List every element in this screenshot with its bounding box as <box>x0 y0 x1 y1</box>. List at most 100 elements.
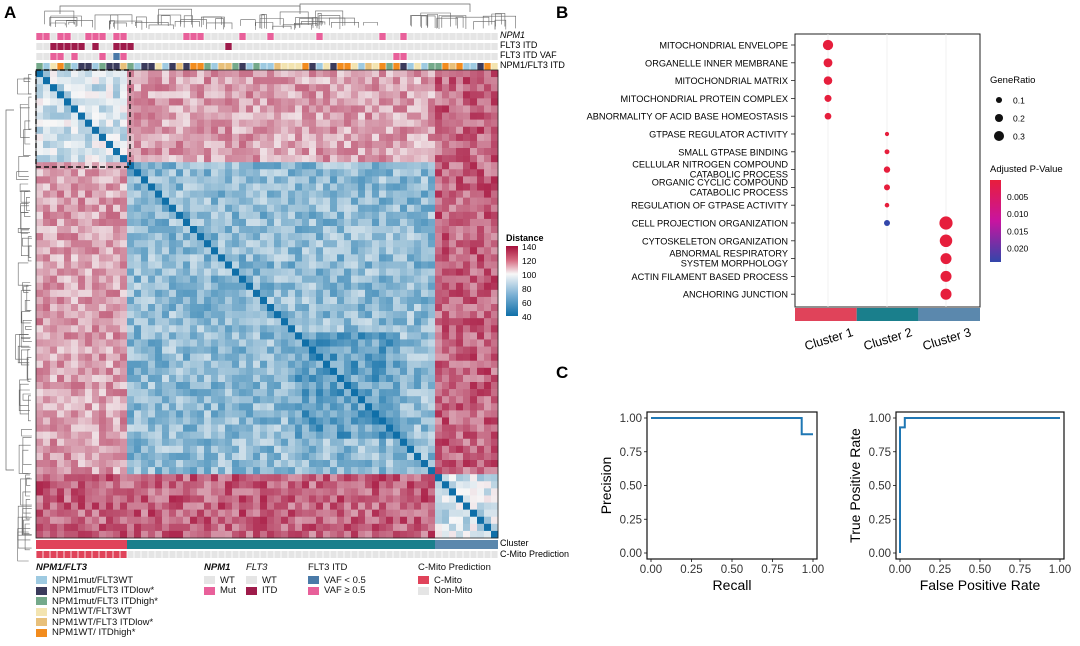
heatmap-cell <box>295 70 303 78</box>
heatmap-cell <box>477 119 485 128</box>
cmito-cell <box>50 551 57 558</box>
heatmap-cell <box>316 268 324 276</box>
heatmap-cell <box>365 403 373 411</box>
heatmap-cell <box>337 445 345 454</box>
heatmap-cell <box>316 169 324 177</box>
heatmap-cell <box>162 176 170 184</box>
heatmap-cell <box>71 126 79 135</box>
heatmap-cell <box>197 304 205 312</box>
heatmap-cell <box>162 382 170 390</box>
heatmap-cell <box>295 367 303 376</box>
heatmap-cell <box>120 91 128 99</box>
legend-swatch <box>204 586 215 595</box>
heatmap-cell <box>428 240 436 248</box>
heatmap-cell <box>407 98 415 106</box>
heatmap-cell <box>456 424 464 432</box>
heatmap-cell <box>211 261 219 269</box>
heatmap-cell <box>365 431 373 440</box>
heatmap-cell <box>218 169 226 177</box>
heatmap-cell <box>71 502 79 510</box>
heatmap-cell <box>281 197 289 206</box>
heatmap-cell <box>337 183 345 191</box>
heatmap-cell <box>120 98 128 106</box>
heatmap-cell <box>435 339 443 347</box>
heatmap-cell <box>323 332 331 340</box>
heatmap-cell <box>162 240 170 248</box>
heatmap-cell <box>141 233 149 241</box>
heatmap-cell <box>120 169 128 177</box>
heatmap-cell <box>316 289 324 298</box>
dendrogram-branch <box>240 19 256 26</box>
heatmap-cell <box>106 140 114 149</box>
heatmap-cell <box>316 190 324 198</box>
annotation-cell <box>442 53 449 60</box>
heatmap-cell <box>372 275 380 284</box>
heatmap-cell <box>379 339 387 347</box>
heatmap-cell <box>204 84 212 92</box>
annotation-cell <box>442 63 449 70</box>
heatmap-cell <box>470 275 478 284</box>
heatmap-cell <box>372 105 380 113</box>
heatmap-cell <box>351 431 359 440</box>
heatmap-cell <box>372 282 380 291</box>
heatmap-cell <box>71 105 79 113</box>
annotation-cell <box>78 63 85 70</box>
dendrogram-branch <box>59 5 301 14</box>
heatmap-cell <box>470 488 478 496</box>
heatmap-cell <box>113 98 121 106</box>
heatmap-cell <box>435 360 443 369</box>
heatmap-cell <box>155 126 163 135</box>
heatmap-cell <box>92 148 100 156</box>
heatmap-cell <box>330 438 338 447</box>
dendrogram-branch <box>136 16 147 28</box>
cmito-cell <box>274 551 281 558</box>
heatmap-cell <box>225 445 233 454</box>
heatmap-cell <box>484 389 492 397</box>
heatmap-cell <box>127 353 135 362</box>
heatmap-cell <box>274 261 282 269</box>
heatmap-cell <box>302 282 310 291</box>
heatmap-cell <box>190 495 198 503</box>
heatmap-cell <box>127 261 135 269</box>
heatmap-cell <box>309 332 317 340</box>
heatmap-cell <box>71 77 79 85</box>
annotation-cell <box>169 33 176 40</box>
heatmap-cell <box>218 105 226 113</box>
heatmap-cell <box>225 403 233 411</box>
heatmap-cell <box>64 204 72 213</box>
heatmap-cell <box>295 460 303 468</box>
annotation-cell <box>414 53 421 60</box>
heatmap-cell <box>491 70 499 78</box>
heatmap-cell <box>64 183 72 191</box>
heatmap-cell <box>379 296 387 305</box>
heatmap-cell <box>267 417 275 425</box>
heatmap-cell <box>113 325 121 333</box>
heatmap-cell <box>337 424 345 432</box>
heatmap-cell <box>428 98 436 106</box>
heatmap-cell <box>477 311 485 319</box>
heatmap-cell <box>428 396 436 404</box>
annotation-cell <box>36 63 43 70</box>
heatmap-cell <box>218 112 226 120</box>
heatmap-cell <box>323 523 331 532</box>
heatmap-cell <box>421 268 429 276</box>
heatmap-cell <box>225 98 233 106</box>
annotation-cell <box>106 53 113 60</box>
heatmap-cell <box>386 282 394 291</box>
size-legend-dot <box>994 113 1004 123</box>
heatmap-cell <box>274 148 282 156</box>
heatmap-cell <box>449 318 457 326</box>
size-legend-title: GeneRatio <box>990 75 1035 86</box>
heatmap-cell <box>148 140 156 149</box>
heatmap-cell <box>43 190 51 198</box>
heatmap-cell <box>43 509 51 518</box>
heatmap-cell <box>428 275 436 284</box>
heatmap-cell <box>246 105 254 113</box>
heatmap-cell <box>253 389 261 397</box>
cluster-bars <box>36 540 498 558</box>
heatmap-cell <box>134 197 142 206</box>
heatmap-cell <box>400 502 408 510</box>
heatmap-cell <box>190 467 198 475</box>
heatmap-cell <box>204 70 212 78</box>
heatmap-cell <box>274 296 282 305</box>
